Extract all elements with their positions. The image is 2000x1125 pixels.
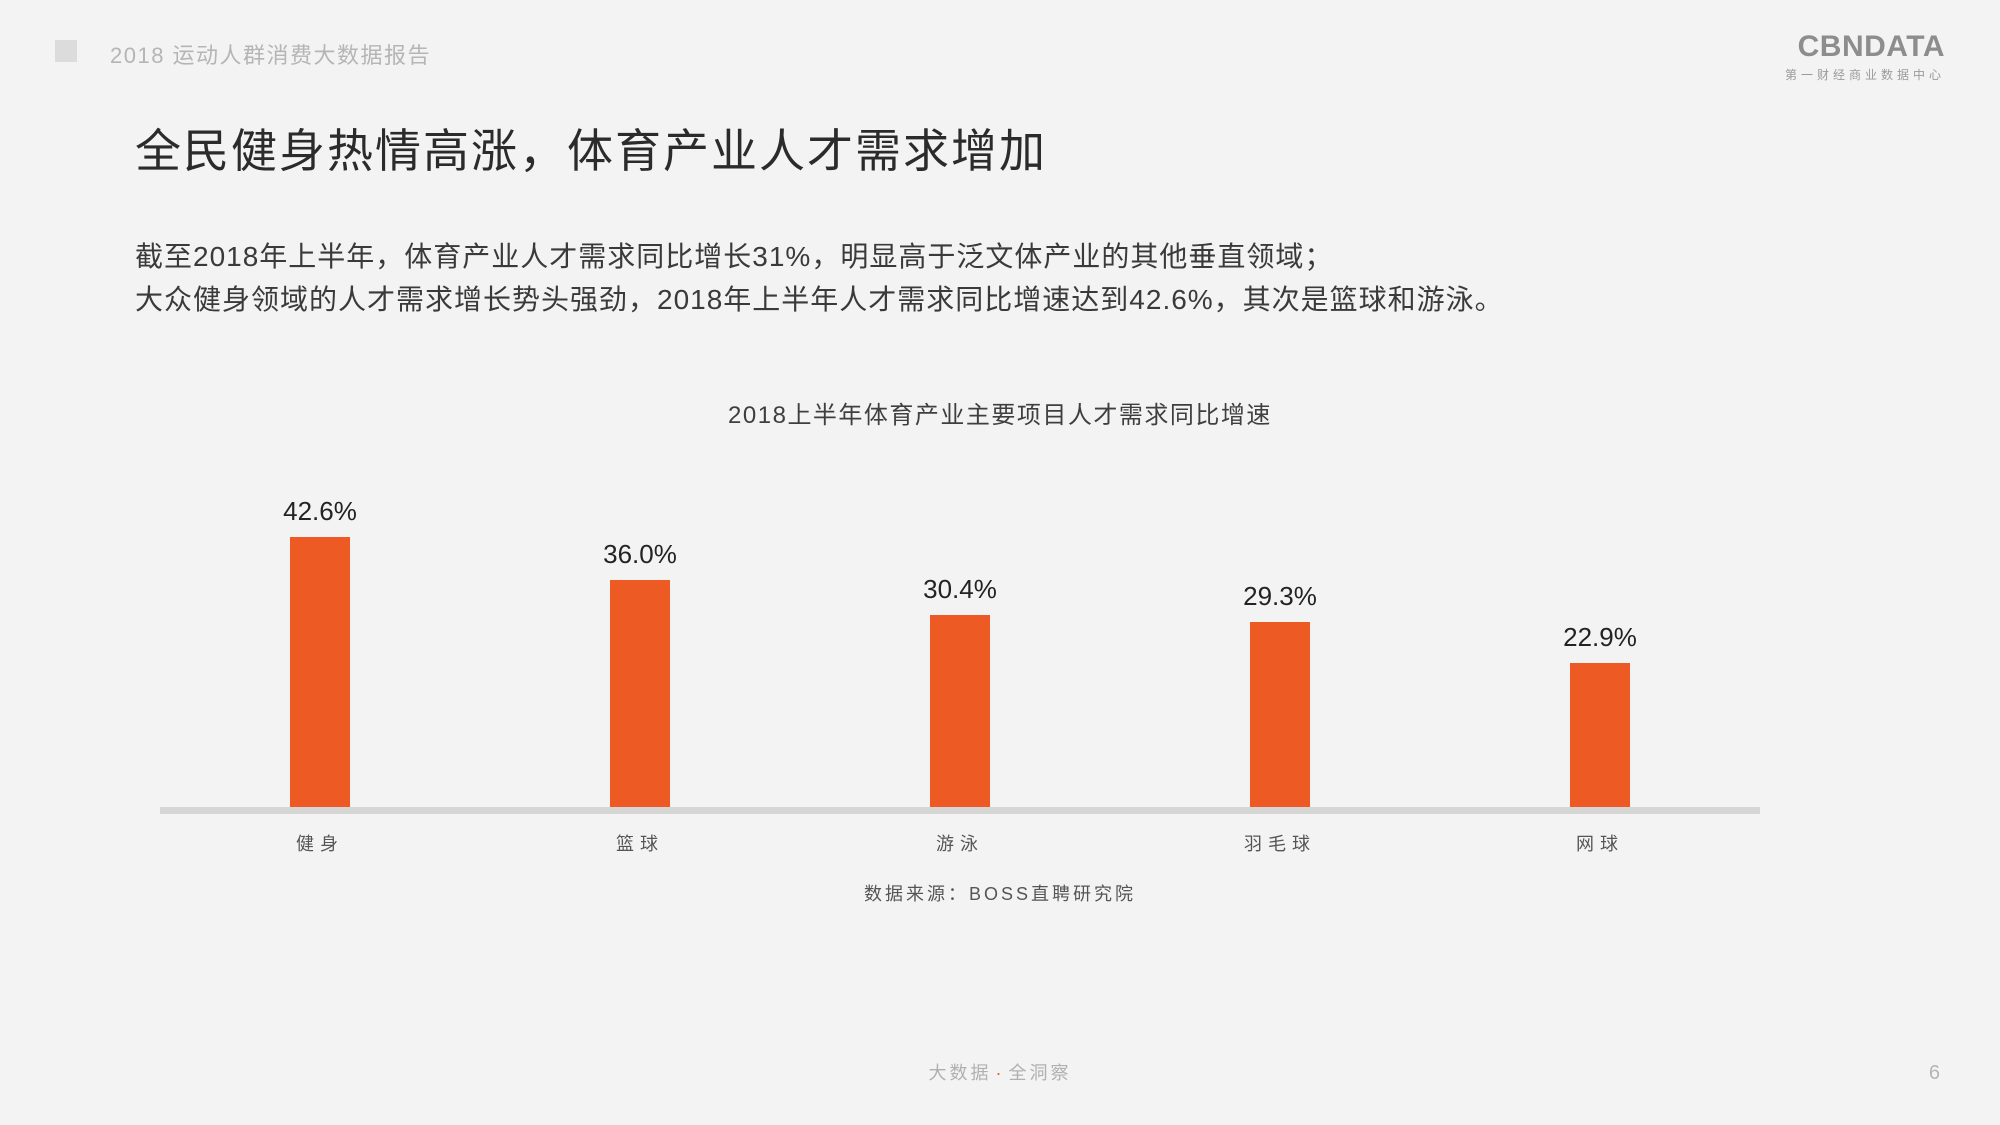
bar	[290, 537, 350, 810]
logo: CBNDATA 第一财经商业数据中心	[1785, 30, 1945, 83]
x-axis-label: 篮球	[480, 830, 800, 856]
x-axis-label: 健身	[160, 830, 480, 856]
bar	[930, 615, 990, 810]
x-axis-label: 羽毛球	[1120, 830, 1440, 856]
x-axis-labels: 健身篮球游泳羽毛球网球	[160, 830, 1760, 856]
x-axis-label: 网球	[1440, 830, 1760, 856]
bar-slot: 36.0%	[480, 450, 800, 810]
footer-right: 全洞察	[1009, 1063, 1072, 1083]
footer-dot-icon: ·	[996, 1063, 1005, 1083]
x-axis-line	[160, 807, 1760, 814]
bar	[1250, 622, 1310, 810]
header-report-label: 2018 运动人群消费大数据报告	[110, 38, 431, 70]
bar-value-label: 42.6%	[283, 496, 357, 527]
bar	[1570, 663, 1630, 810]
bar-slot: 22.9%	[1440, 450, 1760, 810]
page-title: 全民健身热情高涨，体育产业人才需求增加	[135, 115, 1047, 181]
footer-left: 大数据	[929, 1063, 992, 1083]
bar-slot: 30.4%	[800, 450, 1120, 810]
bar-value-label: 30.4%	[923, 574, 997, 605]
bar-value-label: 36.0%	[603, 539, 677, 570]
bar-slot: 42.6%	[160, 450, 480, 810]
body-line-2: 大众健身领域的人才需求增长势头强劲，2018年上半年人才需求同比增速达到42.6…	[135, 278, 1504, 321]
bar-value-label: 29.3%	[1243, 581, 1317, 612]
bar-value-label: 22.9%	[1563, 622, 1637, 653]
body-paragraph: 截至2018年上半年，体育产业人才需求同比增长31%，明显高于泛文体产业的其他垂…	[135, 235, 1504, 322]
bar-chart: 42.6% 36.0% 30.4% 29.3% 22.9%	[160, 450, 1760, 810]
logo-subtitle: 第一财经商业数据中心	[1785, 66, 1945, 83]
bars-row: 42.6% 36.0% 30.4% 29.3% 22.9%	[160, 450, 1760, 810]
header-marker	[55, 40, 77, 62]
chart-title: 2018上半年体育产业主要项目人才需求同比增速	[0, 395, 2000, 430]
footer-tag: 大数据·全洞察	[0, 1059, 2000, 1085]
data-source: 数据来源：BOSS直聘研究院	[0, 880, 2000, 906]
body-line-1: 截至2018年上半年，体育产业人才需求同比增长31%，明显高于泛文体产业的其他垂…	[135, 235, 1504, 278]
x-axis-label: 游泳	[800, 830, 1120, 856]
logo-text: CBNDATA	[1785, 30, 1945, 64]
bar	[610, 580, 670, 810]
page-number: 6	[1929, 1062, 1940, 1085]
bar-slot: 29.3%	[1120, 450, 1440, 810]
